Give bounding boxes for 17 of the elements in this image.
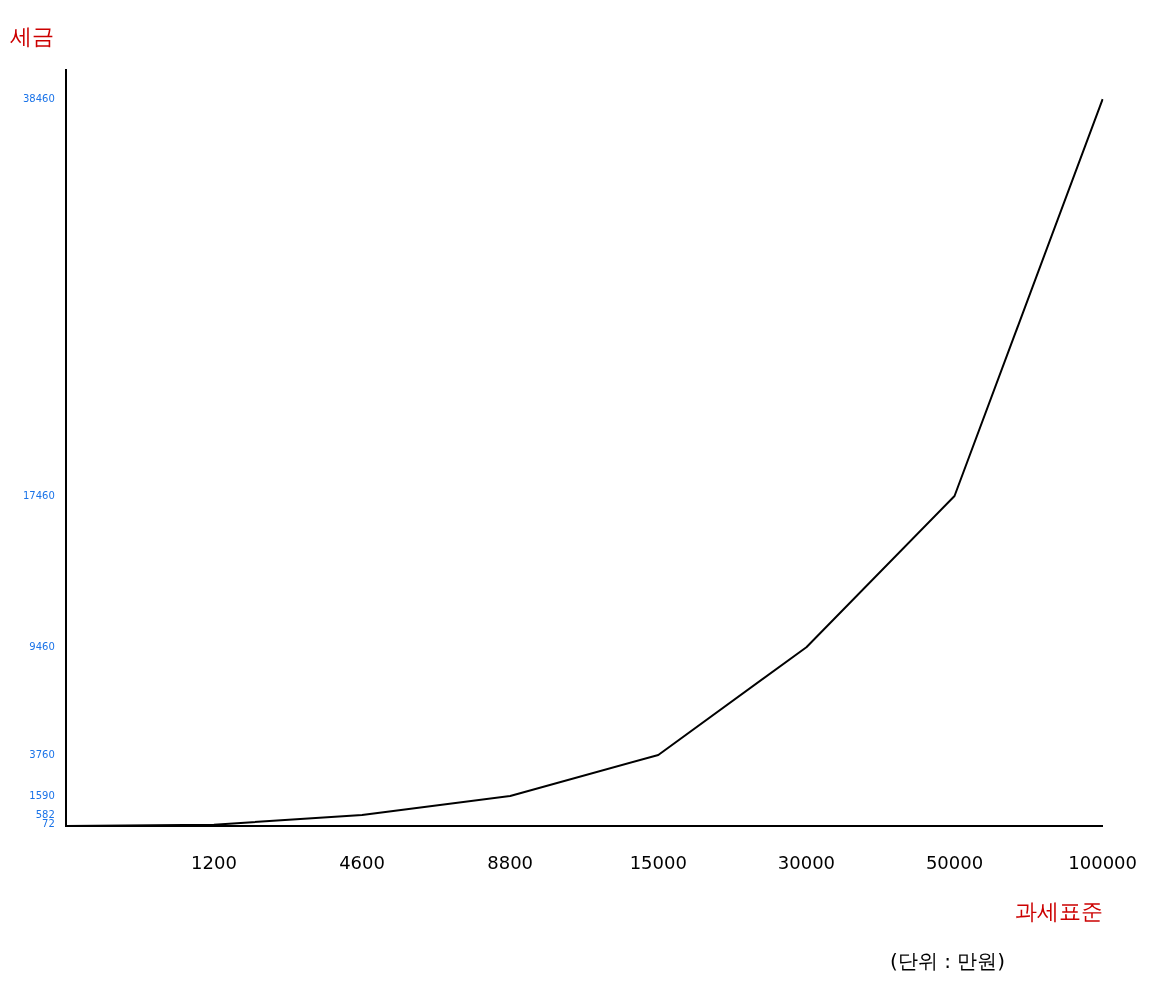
y-tick-label: 1590	[29, 789, 55, 801]
x-tick-label: 50000	[925, 852, 984, 874]
x-tick-label: 100000	[1068, 852, 1137, 874]
text: (단위 : 만원)	[890, 948, 1006, 975]
y-axis-title: 세금	[10, 23, 54, 51]
x-tick-label: 15000	[629, 852, 687, 874]
x-tick-label: 1200	[191, 852, 237, 874]
x-tick-label: 8800	[487, 852, 534, 874]
y-tick-label: 38460	[23, 92, 55, 104]
y-tick-label: 3760	[29, 748, 55, 760]
y-tick-label: 9460	[29, 640, 55, 652]
y-tick-label: 72	[42, 818, 55, 830]
x-tick-label: 30000	[777, 852, 836, 874]
x-tick-label: 4600	[339, 852, 385, 874]
y-tick-label: 582	[35, 808, 55, 820]
y-tick-label: 17460	[23, 489, 55, 501]
x-axis-title: 과세표준	[1014, 898, 1103, 924]
